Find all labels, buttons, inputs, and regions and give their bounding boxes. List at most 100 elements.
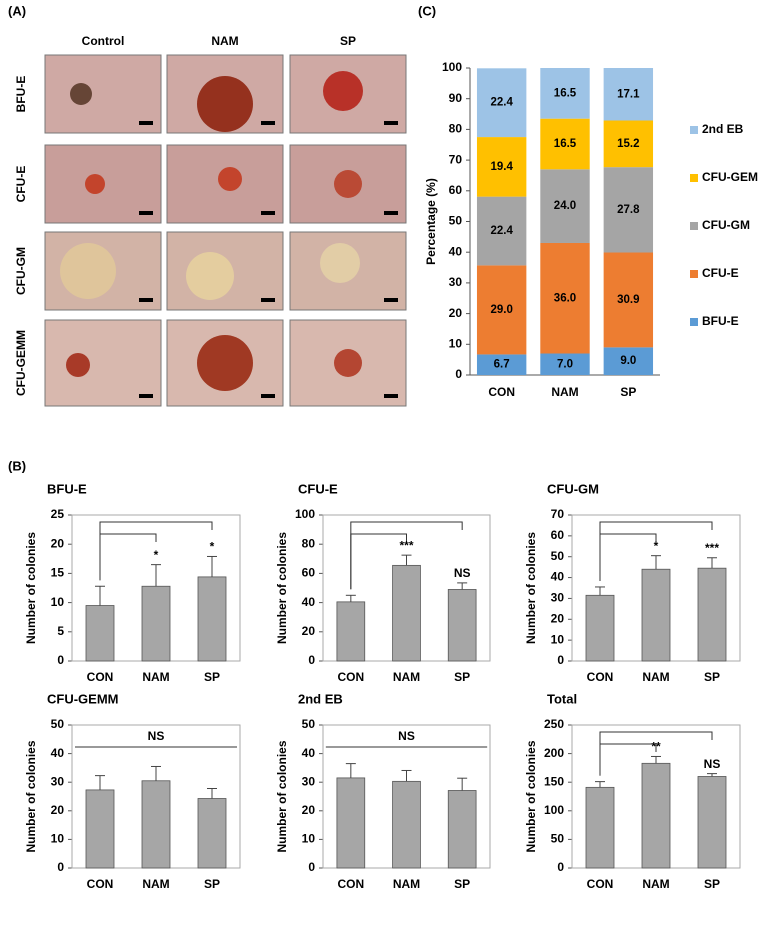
y-tick-label: 30 [551,591,565,605]
legend-swatch [690,318,698,326]
legend-swatch [690,270,698,278]
y-tick-label: 10 [449,336,463,350]
error-bar [707,557,717,569]
significance-label: * [210,540,215,554]
x-tick-label: NAM [642,670,669,684]
y-tick-label: 80 [302,536,316,550]
bar-segment [603,347,654,375]
value-label: 30.9 [617,294,639,306]
y-tick-label: 80 [449,122,463,136]
x-tick-label: CON [488,385,515,399]
scale-bar [261,394,275,398]
column-label: SP [340,34,356,48]
y-tick-label: 40 [51,746,65,760]
bar-segment [603,68,654,121]
y-axis-label: Number of colonies [24,532,38,644]
colony [66,353,90,377]
row-label: CFU-GEMM [14,330,28,396]
y-axis-label: Number of colonies [24,740,38,852]
y-tick-label: 20 [302,624,316,638]
bar-segment [603,167,654,253]
y-axis-label: Percentage (%) [424,178,438,265]
colony [218,167,242,191]
y-tick-label: 50 [551,832,565,846]
bar-segment [540,353,590,375]
bar-segment [476,196,527,266]
error-bar [345,594,356,602]
legend-label: CFU-GEMM [702,170,758,184]
significance-label: * [154,548,159,562]
legend-label: 2nd EB [702,122,744,136]
y-tick-label: 10 [51,832,65,846]
x-tick-label: CON [337,670,364,684]
value-label: 19.4 [490,161,513,173]
y-tick-label: 50 [449,214,463,228]
y-tick-label: 100 [442,60,462,74]
value-label: 15.2 [617,138,639,150]
colony [334,170,362,198]
y-tick-label: 0 [557,860,564,874]
x-tick-label: NAM [393,670,420,684]
bar [641,762,671,869]
x-tick-label: SP [620,385,636,399]
scale-bar [384,298,398,302]
y-tick-label: 25 [51,507,65,521]
significance-bracket [350,521,463,590]
significance-bracket [599,521,713,581]
significance-label: NS [398,729,415,743]
y-tick-label: 50 [51,717,65,731]
legend-swatch [690,222,698,230]
bar [447,790,477,869]
x-tick-label: SP [204,877,220,891]
bar [336,601,366,662]
bar-segment [603,252,654,348]
colony [85,174,105,194]
bar [85,789,115,869]
y-tick-label: 10 [302,832,316,846]
chart-title: CFU-GM [547,481,599,496]
significance-label: NS [148,729,165,743]
y-tick-label: 200 [544,746,564,760]
bar-segment [540,169,590,243]
scale-bar [139,121,153,125]
panel-label: (B) [8,458,26,473]
bar [197,798,227,869]
bar [585,786,615,869]
legend-label: CFU-GM [702,218,750,232]
bar-segment [476,137,527,197]
bar-segment [476,68,527,138]
chart-title: Total [547,691,577,706]
panel-label: (A) [8,3,26,18]
bar [141,585,171,662]
bar [697,776,727,869]
error-bar [151,564,161,587]
y-tick-label: 250 [544,717,564,731]
colony [70,83,92,105]
significance-label: ** [651,740,661,754]
significance-bracket [99,533,157,581]
bar [85,605,115,662]
bar-segment [540,242,590,354]
error-bar [595,586,605,596]
legend-swatch [690,126,698,134]
y-tick-label: 50 [551,549,565,563]
bar [392,780,421,869]
error-bar [95,585,105,606]
error-bar [457,582,468,590]
y-tick-label: 0 [57,653,64,667]
y-tick-label: 40 [302,595,316,609]
value-label: 27.8 [617,204,640,216]
legend-label: CFU-E [702,266,739,280]
bar [641,568,671,662]
error-bar [651,555,661,570]
error-bar [151,765,161,781]
x-tick-label: NAM [393,877,420,891]
y-tick-label: 100 [295,507,315,521]
x-tick-label: CON [87,670,114,684]
significance-label: NS [704,757,721,771]
value-label: 24.0 [554,200,576,212]
y-tick-label: 60 [449,183,463,197]
y-tick-label: 30 [302,774,316,788]
row-label: CFU-E [14,166,28,203]
x-tick-label: SP [704,877,720,891]
